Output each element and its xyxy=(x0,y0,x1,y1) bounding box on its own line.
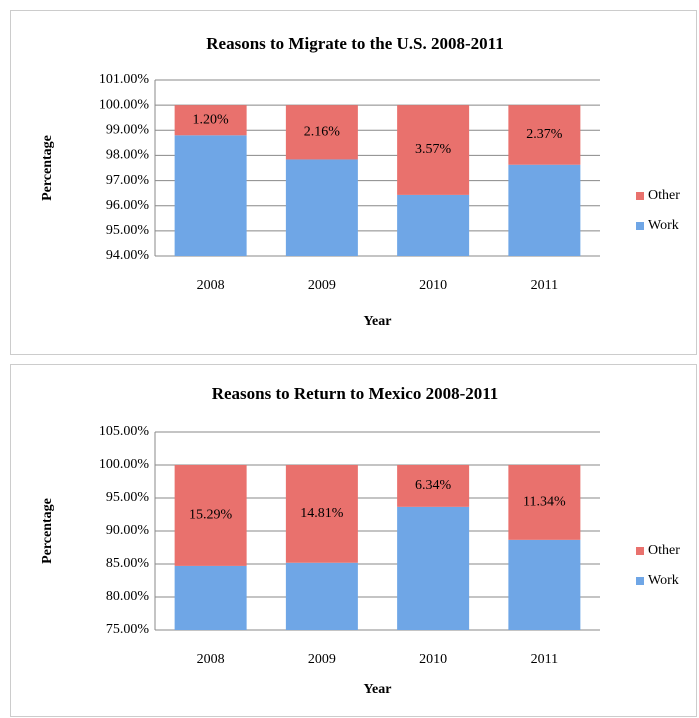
legend-label: Work xyxy=(648,573,679,588)
legend-label: Work xyxy=(648,218,679,233)
bar-segment xyxy=(174,135,247,256)
chart-title: Reasons to Return to Mexico 2008-2011 xyxy=(212,384,499,403)
bar-segment xyxy=(397,506,470,630)
bar-segment xyxy=(508,164,581,256)
y-axis-label: Percentage xyxy=(40,135,55,201)
x-tick-label: 2008 xyxy=(197,278,225,293)
value-label: 1.20% xyxy=(193,112,230,127)
y-tick-label: 97.00% xyxy=(106,173,150,188)
legend-swatch xyxy=(636,192,644,200)
x-tick-label: 2010 xyxy=(419,652,447,667)
y-tick-label: 95.00% xyxy=(106,223,150,238)
bar-segment xyxy=(397,465,470,507)
y-axis-label: Percentage xyxy=(40,498,55,564)
bar-segment xyxy=(174,565,247,630)
bar-segment xyxy=(508,105,581,165)
legend-swatch xyxy=(636,547,644,555)
y-tick-label: 100.00% xyxy=(99,97,150,112)
bar-segment xyxy=(285,159,358,256)
y-tick-label: 100.00% xyxy=(99,457,150,472)
value-label: 14.81% xyxy=(300,506,344,521)
bar-segment xyxy=(285,562,358,630)
x-tick-label: 2009 xyxy=(308,652,336,667)
x-tick-label: 2011 xyxy=(531,278,558,293)
x-axis-label: Year xyxy=(364,682,392,697)
y-tick-label: 99.00% xyxy=(106,123,150,138)
y-tick-label: 85.00% xyxy=(106,556,150,571)
y-tick-label: 105.00% xyxy=(99,424,150,439)
y-tick-label: 95.00% xyxy=(106,490,150,505)
x-tick-label: 2011 xyxy=(531,652,558,667)
value-label: 2.16% xyxy=(304,125,341,140)
y-tick-label: 90.00% xyxy=(106,523,150,538)
legend-label: Other xyxy=(648,543,680,558)
value-label: 15.29% xyxy=(189,508,233,523)
legend-swatch xyxy=(636,577,644,585)
y-tick-label: 98.00% xyxy=(106,148,150,163)
bar-segment xyxy=(397,105,470,195)
y-tick-label: 96.00% xyxy=(106,198,150,213)
bar-segment xyxy=(508,539,581,630)
value-label: 2.37% xyxy=(526,127,563,142)
chart-title: Reasons to Migrate to the U.S. 2008-2011 xyxy=(206,34,503,53)
bar-segment xyxy=(508,465,581,540)
y-tick-label: 101.00% xyxy=(99,72,150,87)
y-tick-label: 94.00% xyxy=(106,248,150,263)
value-label: 3.57% xyxy=(415,142,452,157)
y-tick-label: 75.00% xyxy=(106,622,150,637)
x-tick-label: 2008 xyxy=(197,652,225,667)
x-tick-label: 2009 xyxy=(308,278,336,293)
x-tick-label: 2010 xyxy=(419,278,447,293)
value-label: 11.34% xyxy=(523,495,566,510)
bar-segment xyxy=(174,105,247,136)
legend-swatch xyxy=(636,222,644,230)
bar-segment xyxy=(174,465,247,566)
bar-segment xyxy=(397,194,470,256)
y-tick-label: 80.00% xyxy=(106,589,150,604)
bar-segment xyxy=(285,465,358,563)
legend-label: Other xyxy=(648,188,680,203)
x-axis-label: Year xyxy=(364,314,392,329)
value-label: 6.34% xyxy=(415,478,452,493)
bar-segment xyxy=(285,105,358,160)
